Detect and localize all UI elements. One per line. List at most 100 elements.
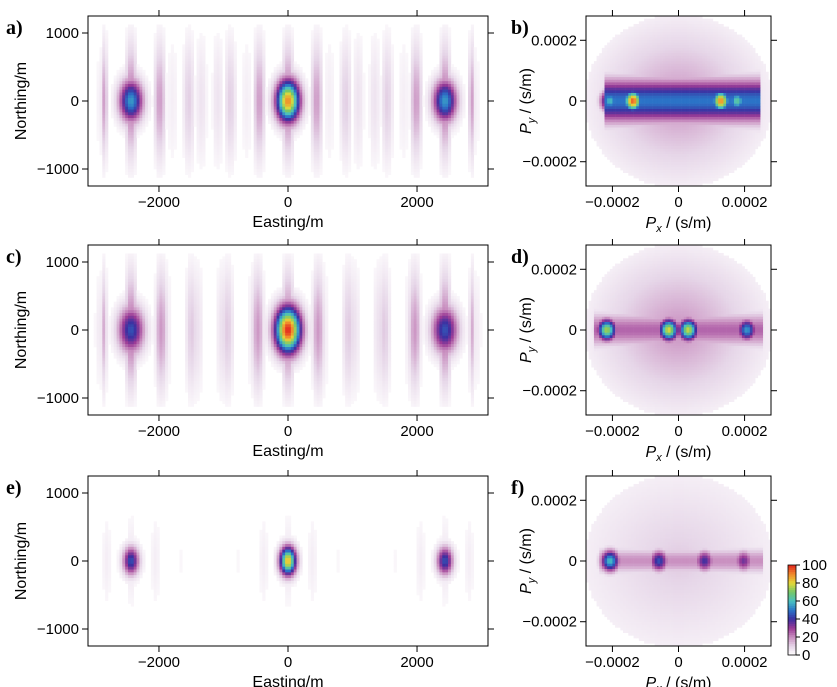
map-cell bbox=[402, 78, 406, 82]
map-cell bbox=[430, 86, 435, 90]
map-cell bbox=[470, 89, 475, 93]
map-cell bbox=[470, 146, 475, 150]
map-cell bbox=[219, 103, 223, 107]
map-cell bbox=[153, 55, 157, 59]
map-cell bbox=[359, 38, 363, 42]
map-cell bbox=[188, 109, 192, 113]
map-cell bbox=[453, 115, 457, 119]
map-cell bbox=[370, 137, 375, 141]
map-cell bbox=[399, 120, 403, 124]
slowness-cell bbox=[710, 47, 714, 51]
map-cell bbox=[319, 103, 323, 107]
map-cell bbox=[328, 101, 332, 105]
map-cell bbox=[410, 137, 415, 141]
map-cell bbox=[370, 112, 375, 116]
map-cell bbox=[216, 123, 220, 127]
map-cell bbox=[228, 55, 232, 59]
map-cell bbox=[356, 106, 360, 110]
map-cell bbox=[105, 109, 109, 113]
map-cell bbox=[388, 140, 392, 144]
map-cell bbox=[385, 171, 389, 175]
map-cell bbox=[268, 98, 272, 102]
map-cell bbox=[313, 132, 317, 136]
slowness-cell bbox=[665, 42, 669, 46]
map-cell bbox=[450, 95, 455, 99]
map-cell bbox=[282, 95, 286, 99]
slowness-cell bbox=[723, 31, 727, 35]
map-cell bbox=[256, 38, 260, 42]
map-cell bbox=[342, 27, 346, 31]
map-cell bbox=[356, 41, 360, 45]
map-cell bbox=[410, 129, 415, 133]
map-cell bbox=[476, 118, 480, 122]
map-cell bbox=[170, 50, 175, 54]
map-cell bbox=[430, 120, 435, 124]
map-cell bbox=[348, 30, 352, 34]
map-cell bbox=[288, 103, 292, 107]
map-cell bbox=[373, 129, 377, 133]
slowness-cell bbox=[686, 26, 690, 30]
map-cell bbox=[342, 47, 346, 51]
map-cell bbox=[379, 123, 383, 127]
map-cell bbox=[116, 78, 120, 82]
map-cell bbox=[385, 157, 389, 161]
map-cell bbox=[413, 30, 417, 34]
map-cell bbox=[116, 92, 120, 96]
map-cell bbox=[153, 129, 157, 133]
map-cell bbox=[356, 101, 360, 105]
map-cell bbox=[168, 78, 172, 82]
map-cell bbox=[339, 143, 343, 147]
map-cell bbox=[436, 112, 440, 116]
map-cell bbox=[228, 98, 232, 102]
map-cell bbox=[185, 137, 189, 141]
map-cell bbox=[128, 78, 132, 82]
map-cell bbox=[368, 109, 372, 113]
map-cell bbox=[102, 50, 106, 54]
map-cell bbox=[439, 58, 443, 62]
map-cell bbox=[242, 103, 246, 107]
map-cell bbox=[285, 135, 289, 139]
map-cell bbox=[413, 123, 417, 127]
map-cell bbox=[242, 98, 246, 102]
map-cell bbox=[156, 154, 160, 158]
map-cell bbox=[319, 84, 323, 88]
slowness-cell bbox=[633, 47, 637, 51]
map-cell bbox=[193, 89, 197, 93]
map-cell bbox=[162, 61, 166, 65]
map-cell bbox=[476, 135, 480, 139]
map-cell bbox=[216, 132, 220, 136]
map-cell bbox=[439, 72, 443, 76]
map-cell bbox=[313, 174, 317, 178]
slowness-cell bbox=[649, 31, 653, 35]
slowness-cell bbox=[673, 29, 677, 33]
map-cell bbox=[413, 157, 417, 161]
map-cell bbox=[370, 41, 375, 45]
slowness-cell bbox=[697, 29, 700, 33]
map-cell bbox=[265, 103, 269, 107]
map-cell bbox=[442, 24, 446, 28]
map-cell bbox=[96, 115, 100, 119]
map-cell bbox=[133, 72, 137, 76]
map-cell bbox=[128, 129, 132, 133]
map-cell bbox=[413, 27, 417, 31]
map-cell bbox=[190, 143, 195, 147]
map-cell bbox=[230, 115, 235, 119]
slowness-cell bbox=[683, 47, 687, 51]
map-cell bbox=[196, 69, 200, 73]
map-cell bbox=[188, 86, 192, 90]
map-cell bbox=[273, 103, 277, 107]
slowness-cell bbox=[630, 42, 634, 46]
map-cell bbox=[190, 47, 195, 51]
map-cell bbox=[442, 81, 446, 85]
map-cell bbox=[368, 126, 372, 130]
map-cell bbox=[128, 89, 132, 93]
slowness-cell bbox=[697, 21, 700, 25]
map-cell bbox=[230, 171, 235, 175]
map-cell bbox=[470, 143, 475, 147]
map-cell bbox=[216, 33, 220, 37]
map-cell bbox=[325, 55, 329, 59]
map-cell bbox=[456, 72, 460, 76]
map-cell bbox=[248, 106, 252, 110]
map-cell bbox=[265, 112, 269, 116]
map-cell bbox=[199, 149, 203, 153]
